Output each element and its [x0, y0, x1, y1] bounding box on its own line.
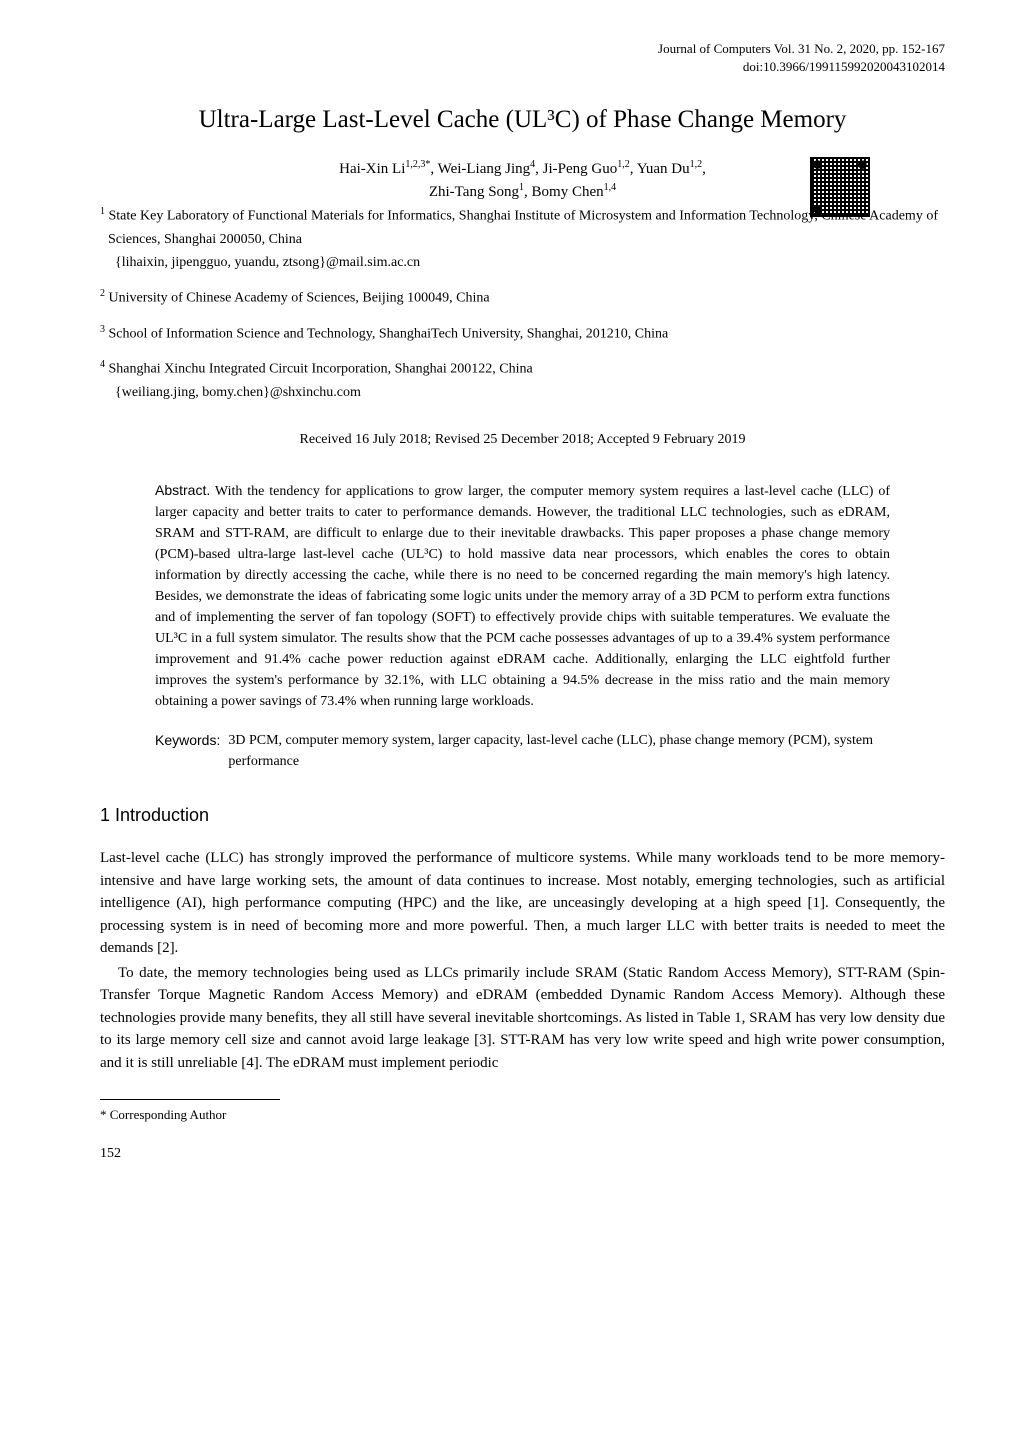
author-4-sup: 1,2 — [690, 159, 703, 170]
aff4-text: Shanghai Xinchu Integrated Circuit Incor… — [109, 362, 533, 377]
author-2: Wei-Liang Jing — [438, 161, 531, 177]
aff2-sup: 2 — [100, 288, 105, 299]
intro-p2: To date, the memory technologies being u… — [100, 962, 945, 1075]
received-dates: Received 16 July 2018; Revised 25 Decemb… — [100, 429, 945, 450]
qr-code — [810, 157, 870, 217]
keywords-block: Keywords: 3D PCM, computer memory system… — [155, 730, 890, 772]
author-1: Hai-Xin Li — [339, 161, 405, 177]
author-2-sup: 4 — [530, 159, 535, 170]
affiliation-3: 3 School of Information Science and Tech… — [100, 322, 945, 346]
keywords-label: Keywords: — [155, 730, 220, 772]
aff4-sup: 4 — [100, 359, 105, 370]
author-3-sup: 1,2 — [617, 159, 630, 170]
aff4-email: {weiliang.jing, bomy.chen}@shxinchu.com — [115, 385, 361, 400]
affiliation-2: 2 University of Chinese Academy of Scien… — [100, 286, 945, 310]
header-info: Journal of Computers Vol. 31 No. 2, 2020… — [100, 40, 945, 76]
aff1-sup: 1 — [100, 206, 105, 217]
doi-line: doi:10.3966/199115992020043102014 — [100, 58, 945, 76]
aff3-sup: 3 — [100, 324, 105, 335]
journal-line: Journal of Computers Vol. 31 No. 2, 2020… — [100, 40, 945, 58]
abstract-label: Abstract. — [155, 482, 210, 498]
footnote-text: Corresponding Author — [110, 1107, 227, 1122]
author-4: Yuan Du — [637, 161, 690, 177]
abstract-text: With the tendency for applications to gr… — [155, 484, 890, 709]
author-1-sup: 1,2,3* — [405, 159, 430, 170]
footnote: * Corresponding Author — [100, 1105, 945, 1125]
page-number: 152 — [100, 1143, 945, 1164]
section-introduction-heading: 1 Introduction — [100, 802, 945, 829]
authors-container: Hai-Xin Li1,2,3*, Wei-Liang Jing4, Ji-Pe… — [100, 157, 945, 204]
affiliation-4: 4 Shanghai Xinchu Integrated Circuit Inc… — [100, 357, 945, 404]
footnote-marker: * — [100, 1107, 107, 1122]
abstract-block: Abstract. With the tendency for applicat… — [155, 480, 890, 712]
footnote-rule — [100, 1099, 280, 1100]
intro-p1: Last-level cache (LLC) has strongly impr… — [100, 847, 945, 960]
paper-title: Ultra-Large Last-Level Cache (UL³C) of P… — [100, 101, 945, 139]
author-3: Ji-Peng Guo — [543, 161, 618, 177]
aff3-text: School of Information Science and Techno… — [109, 326, 669, 341]
author-6-sup: 1,4 — [604, 182, 617, 193]
author-5-sup: 1 — [519, 182, 524, 193]
author-6: Bomy Chen — [532, 184, 604, 200]
aff1-email: {lihaixin, jipengguo, yuandu, ztsong}@ma… — [115, 255, 420, 270]
author-5: Zhi-Tang Song — [429, 184, 519, 200]
aff2-text: University of Chinese Academy of Science… — [109, 290, 490, 305]
keywords-text: 3D PCM, computer memory system, larger c… — [228, 730, 890, 772]
